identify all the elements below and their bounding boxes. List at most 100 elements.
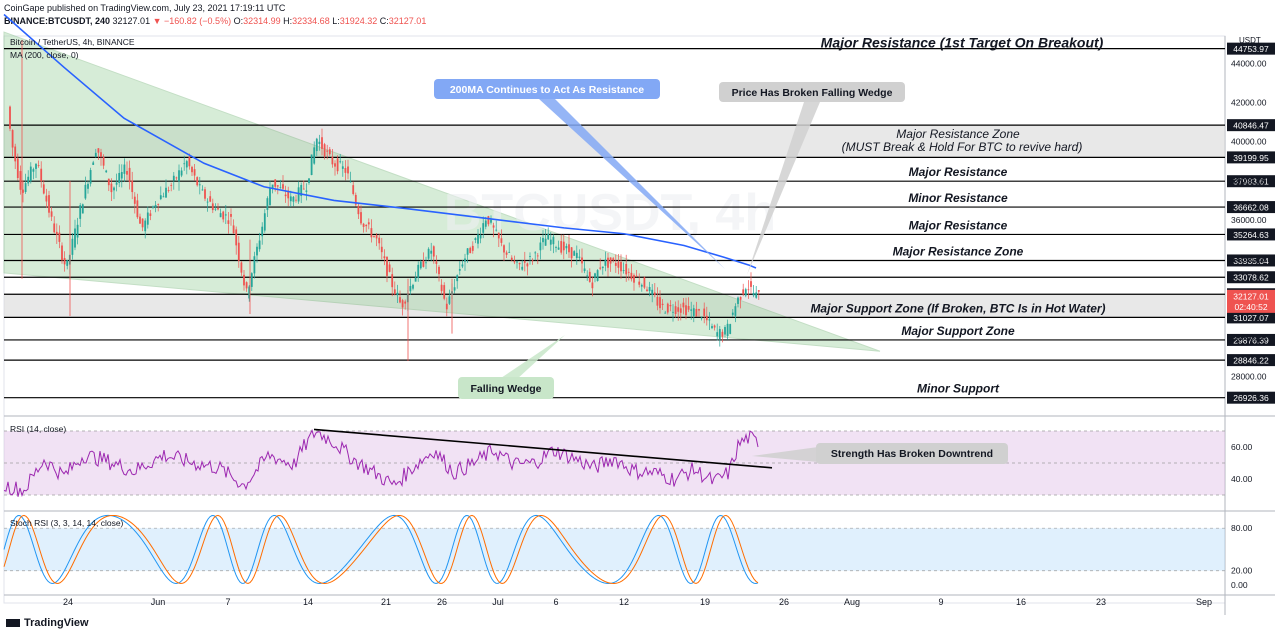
candle-body xyxy=(107,178,110,186)
candles xyxy=(9,39,760,362)
candle-body xyxy=(508,251,511,253)
candle-body xyxy=(313,147,316,164)
candle-body xyxy=(24,183,27,192)
candle-body xyxy=(482,223,485,233)
stoch-tick-label: 0.00 xyxy=(1231,580,1248,590)
candle-body xyxy=(365,224,368,227)
candle-body xyxy=(700,317,703,319)
level-price-tag: 29876.39 xyxy=(1227,333,1275,346)
candle-body xyxy=(664,312,667,314)
candle-body xyxy=(196,177,199,186)
candle-body xyxy=(344,168,347,173)
candle-body xyxy=(276,185,279,187)
candle-body xyxy=(698,309,700,311)
time-tick-label: 12 xyxy=(619,597,629,607)
candle-body xyxy=(542,237,544,243)
candle-body xyxy=(555,247,557,248)
candle-body xyxy=(568,244,570,253)
candle-body xyxy=(721,331,724,337)
candle-body xyxy=(625,263,628,275)
candle-body xyxy=(256,246,258,256)
candle-body xyxy=(204,189,206,199)
candle-body xyxy=(297,187,300,202)
candle-body xyxy=(653,292,656,295)
candle-body xyxy=(562,241,565,251)
candle-body xyxy=(206,201,209,203)
candle-body xyxy=(136,200,139,218)
candle-body xyxy=(191,166,193,173)
candle-body xyxy=(55,231,58,235)
candle-body xyxy=(640,284,643,287)
candle-body xyxy=(250,273,253,287)
candle-body xyxy=(659,297,661,309)
level-price-tag: 37983.61 xyxy=(1227,175,1275,188)
level-price-tag: 39199.95 xyxy=(1227,151,1275,164)
candle-body xyxy=(178,170,180,182)
callout-falling-wedge: Falling Wedge xyxy=(458,335,565,399)
time-tick-label: Jun xyxy=(151,597,166,607)
candle-body xyxy=(118,172,121,184)
candle-body xyxy=(240,262,243,273)
candle-body xyxy=(349,181,352,183)
candle-body xyxy=(61,245,63,261)
candle-body xyxy=(750,281,752,287)
time-tick-label: Aug xyxy=(844,597,860,607)
candle-body xyxy=(755,292,758,298)
candle-body xyxy=(453,287,456,291)
level-annotation: Major Resistance xyxy=(909,165,1008,179)
candle-body xyxy=(531,260,534,262)
candle-body xyxy=(534,252,537,254)
level-price-tag: 26926.36 xyxy=(1227,391,1275,404)
candle-body xyxy=(375,234,378,239)
candle-body xyxy=(162,196,165,198)
candle-body xyxy=(102,156,105,166)
high-value: 32334.68 xyxy=(292,16,330,26)
stoch-k-line xyxy=(3,514,759,585)
candle-body xyxy=(388,264,391,272)
candle-body xyxy=(63,257,66,265)
candle-body xyxy=(357,205,360,215)
candle-body xyxy=(89,170,92,184)
candle-body xyxy=(432,246,435,257)
publisher-line: CoinGape published on TradingView.com, J… xyxy=(4,3,286,13)
candle-body xyxy=(607,257,609,268)
candle-body xyxy=(570,247,573,259)
brand-text: TradingView xyxy=(24,617,89,629)
level-annotation: Minor Resistance xyxy=(908,191,1008,205)
candle-body xyxy=(318,141,321,144)
candle-body xyxy=(87,183,89,189)
level-price-label: 40846.47 xyxy=(1233,121,1269,131)
candle-body xyxy=(443,285,446,299)
candle-body xyxy=(308,178,310,183)
candle-body xyxy=(180,170,183,176)
candle-body xyxy=(487,216,490,225)
candle-body xyxy=(458,269,461,271)
candle-body xyxy=(128,167,131,182)
level-price-label: 44753.97 xyxy=(1233,44,1269,54)
level-price-tag: 33935.04 xyxy=(1227,254,1275,267)
candle-body xyxy=(703,308,706,316)
candle-body xyxy=(305,190,308,192)
candle-body xyxy=(552,236,555,245)
level-price-label: 33078.62 xyxy=(1233,273,1269,283)
time-tick-label: 7 xyxy=(225,597,230,607)
candle-body xyxy=(269,188,271,206)
time-tick-label: Sep xyxy=(1196,597,1212,607)
candle-body xyxy=(32,169,35,172)
candle-body xyxy=(687,305,690,310)
stoch-tick-label: 20.00 xyxy=(1231,566,1253,576)
candle-body xyxy=(484,220,487,227)
candle-body xyxy=(113,187,115,191)
falling-wedge xyxy=(3,31,881,352)
candle-body xyxy=(341,166,344,169)
candle-body xyxy=(620,261,622,272)
candle-body xyxy=(110,183,113,193)
candle-body xyxy=(227,220,230,224)
level-annotation: Minor Support xyxy=(917,382,1000,396)
candle-body xyxy=(271,184,274,189)
ma-indicator-label: MA (200, close, 0) xyxy=(10,50,79,60)
candle-body xyxy=(321,137,323,149)
candle-body xyxy=(183,163,186,165)
candle-body xyxy=(438,266,440,275)
